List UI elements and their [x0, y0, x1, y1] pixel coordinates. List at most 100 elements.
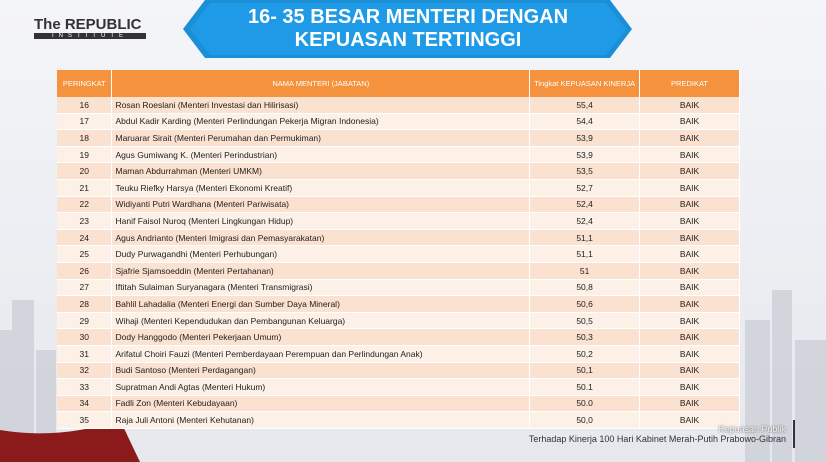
- cell: BAIK: [639, 362, 740, 380]
- cell: Fadli Zon (Menteri Kebudayaan): [111, 395, 531, 413]
- cell: BAIK: [639, 129, 740, 147]
- table-body: 16 Rosan Roeslani (Menteri Investasi dan …: [57, 97, 740, 429]
- cell: 51,1: [529, 245, 641, 263]
- cell: 50,3: [529, 328, 641, 346]
- cell: 32: [57, 362, 113, 380]
- cell: Dody Hanggodo (Menteri Pekerjaan Umum): [111, 328, 531, 346]
- cell: Maman Abdurrahman (Menteri UMKM): [111, 162, 531, 180]
- table-row: 29 Wihaji (Menteri Kependudukan dan Pemba…: [57, 312, 740, 330]
- cell: BAIK: [639, 179, 740, 197]
- cell: 50.1: [529, 378, 641, 396]
- cell: 53,9: [529, 129, 641, 147]
- table-row: 28 Bahlil Lahadalia (Menteri Energi dan S…: [57, 295, 740, 313]
- table-row: 32 Budi Santoso (Menteri Perdagangan) 50,1…: [57, 362, 740, 380]
- title: 16- 35 BESAR MENTERI DENGAN KEPUASAN TER…: [190, 6, 626, 52]
- cell: 51: [529, 262, 641, 280]
- cell: BAIK: [639, 345, 740, 363]
- cell: 53,5: [529, 162, 641, 180]
- cell: BAIK: [639, 295, 740, 313]
- cell: BAIK: [639, 328, 740, 346]
- header-row: PERINGKAT NAMA MENTERI (JABATAN) Tingkat K…: [57, 70, 740, 97]
- cell: 50,8: [529, 279, 641, 297]
- cell: Agus Gumiwang K. (Menteri Perindustrian): [111, 146, 531, 164]
- cell: 26: [57, 262, 113, 280]
- cell: BAIK: [639, 279, 740, 297]
- cell: 18: [57, 129, 113, 147]
- cell: BAIK: [639, 411, 740, 429]
- cell: Wihaji (Menteri Kependudukan dan Pembang…: [111, 312, 531, 330]
- cell: 17: [57, 113, 113, 131]
- cell: Arifatul Choiri Fauzi (Menteri Pemberday…: [111, 345, 531, 363]
- column-header: Tingkat KEPUASAN KINERJA: [529, 70, 641, 97]
- cell: BAIK: [639, 395, 740, 413]
- cell: BAIK: [639, 312, 740, 330]
- cell: 34: [57, 395, 113, 413]
- table-row: 20 Maman Abdurrahman (Menteri UMKM) 53,5 BA…: [57, 162, 740, 180]
- cell: 52,4: [529, 212, 641, 230]
- cell: Sjafrie Sjamsoeddin (Menteri Pertahanan): [111, 262, 531, 280]
- cell: BAIK: [639, 97, 740, 114]
- logo-sub: INSTITUTE: [34, 33, 146, 39]
- cell: 51,1: [529, 229, 641, 247]
- cell: BAIK: [639, 262, 740, 280]
- table-row: 17 Abdul Kadir Karding (Menteri Perlindun…: [57, 113, 740, 131]
- cell: BAIK: [639, 113, 740, 131]
- column-header: PERINGKAT: [57, 70, 113, 97]
- cell: BAIK: [639, 212, 740, 230]
- title-line: 16- 35 BESAR MENTERI DENGAN: [247, 6, 569, 28]
- table-row: 23 Hanif Faisol Nuroq (Menteri Lingkungan…: [57, 212, 740, 230]
- table-row: 35 Raja Juli Antoni (Menteri Kehutanan) 50…: [57, 411, 740, 429]
- cell: BAIK: [639, 378, 740, 396]
- table-row: 21 Teuku Riefky Harsya (Menteri Ekonomi K…: [57, 179, 740, 197]
- cell: 25: [57, 245, 113, 263]
- table-row: 31 Arifatul Choiri Fauzi (Menteri Pemberd…: [57, 345, 740, 363]
- cell: 16: [57, 97, 113, 114]
- cell: 30: [57, 328, 113, 346]
- table-row: 33 Supratman Andi Agtas (Menteri Hukum) 50…: [57, 378, 740, 396]
- cell: Hanif Faisol Nuroq (Menteri Lingkungan H…: [111, 212, 531, 230]
- cell: 54,4: [529, 113, 641, 131]
- cell: BAIK: [639, 146, 740, 164]
- cell: BAIK: [639, 162, 740, 180]
- cell: 22: [57, 196, 113, 214]
- cell: Agus Andrianto (Menteri Imigrasi dan Pem…: [111, 229, 531, 247]
- cell: BAIK: [639, 196, 740, 214]
- cell: Widiyanti Putri Wardhana (Menteri Pariwi…: [111, 196, 531, 214]
- cell: Maruarar Sirait (Menteri Perumahan dan P…: [111, 129, 531, 147]
- cell: 52,7: [529, 179, 641, 197]
- cell: 35: [57, 411, 113, 429]
- table-row: 19 Agus Gumiwang K. (Menteri Perindustria…: [57, 146, 740, 164]
- cell: 50,0: [529, 411, 641, 429]
- cell: 24: [57, 229, 113, 247]
- table-row: 18 Maruarar Sirait (Menteri Perumahan dan…: [57, 129, 740, 147]
- footer-line: Kepuasan Publik: [718, 424, 786, 434]
- cell: 50,5: [529, 312, 641, 330]
- cell: 19: [57, 146, 113, 164]
- cell: 55,4: [529, 97, 641, 114]
- logo: The REPUBLIC: [34, 16, 142, 33]
- table-row: 30 Dody Hanggodo (Menteri Pekerjaan Umum)…: [57, 328, 740, 346]
- cell: 20: [57, 162, 113, 180]
- cell: BAIK: [639, 245, 740, 263]
- cell: Raja Juli Antoni (Menteri Kehutanan): [111, 411, 531, 429]
- cell: Budi Santoso (Menteri Perdagangan): [111, 362, 531, 380]
- table-row: 16 Rosan Roeslani (Menteri Investasi dan …: [57, 97, 740, 114]
- table-row: 34 Fadli Zon (Menteri Kebudayaan) 50.0 BAIK: [57, 395, 740, 413]
- cell: Teuku Riefky Harsya (Menteri Ekonomi Kre…: [111, 179, 531, 197]
- cell: Supratman Andi Agtas (Menteri Hukum): [111, 378, 531, 396]
- table: PERINGKAT NAMA MENTERI (JABATAN) Tingkat K…: [57, 70, 740, 429]
- table-row: 25 Dudy Purwagandhi (Menteri Perhubungan)…: [57, 245, 740, 263]
- table-row: 22 Widiyanti Putri Wardhana (Menteri Pari…: [57, 196, 740, 214]
- cell: 33: [57, 378, 113, 396]
- cell: 50,1: [529, 362, 641, 380]
- cell: 52,4: [529, 196, 641, 214]
- cell: 50.0: [529, 395, 641, 413]
- cell: Bahlil Lahadalia (Menteri Energi dan Sum…: [111, 295, 531, 313]
- cell: 53,9: [529, 146, 641, 164]
- cell: Dudy Purwagandhi (Menteri Perhubungan): [111, 245, 531, 263]
- cell: Iftitah Sulaiman Suryanagara (Menteri Tr…: [111, 279, 531, 297]
- cell: 29: [57, 312, 113, 330]
- column-header: NAMA MENTERI (JABATAN): [111, 70, 531, 97]
- cell: 27: [57, 279, 113, 297]
